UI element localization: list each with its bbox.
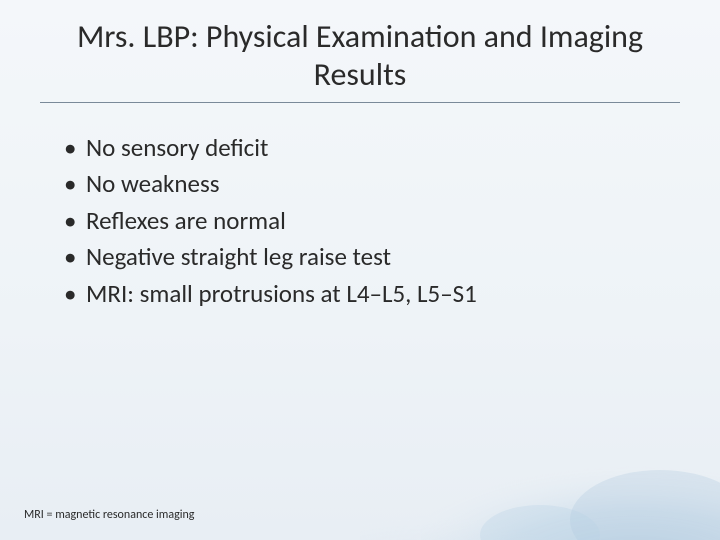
slide-title: Mrs. LBP: Physical Examination and Imagi… [40,18,680,102]
list-item: Reflexes are normal [60,204,660,239]
list-item: Negative straight leg raise test [60,240,660,275]
list-item: No weakness [60,167,660,202]
slide: Mrs. LBP: Physical Examination and Imagi… [0,0,720,540]
watercolor-decoration [360,420,720,540]
footnote: MRI = magnetic resonance imaging [24,508,194,522]
bullet-list: No sensory deficit No weakness Reflexes … [60,131,660,312]
list-item: MRI: small protrusions at L4–L5, L5–S1 [60,277,660,312]
list-item: No sensory deficit [60,131,660,166]
title-container: Mrs. LBP: Physical Examination and Imagi… [0,0,720,102]
content-area: No sensory deficit No weakness Reflexes … [0,103,720,312]
